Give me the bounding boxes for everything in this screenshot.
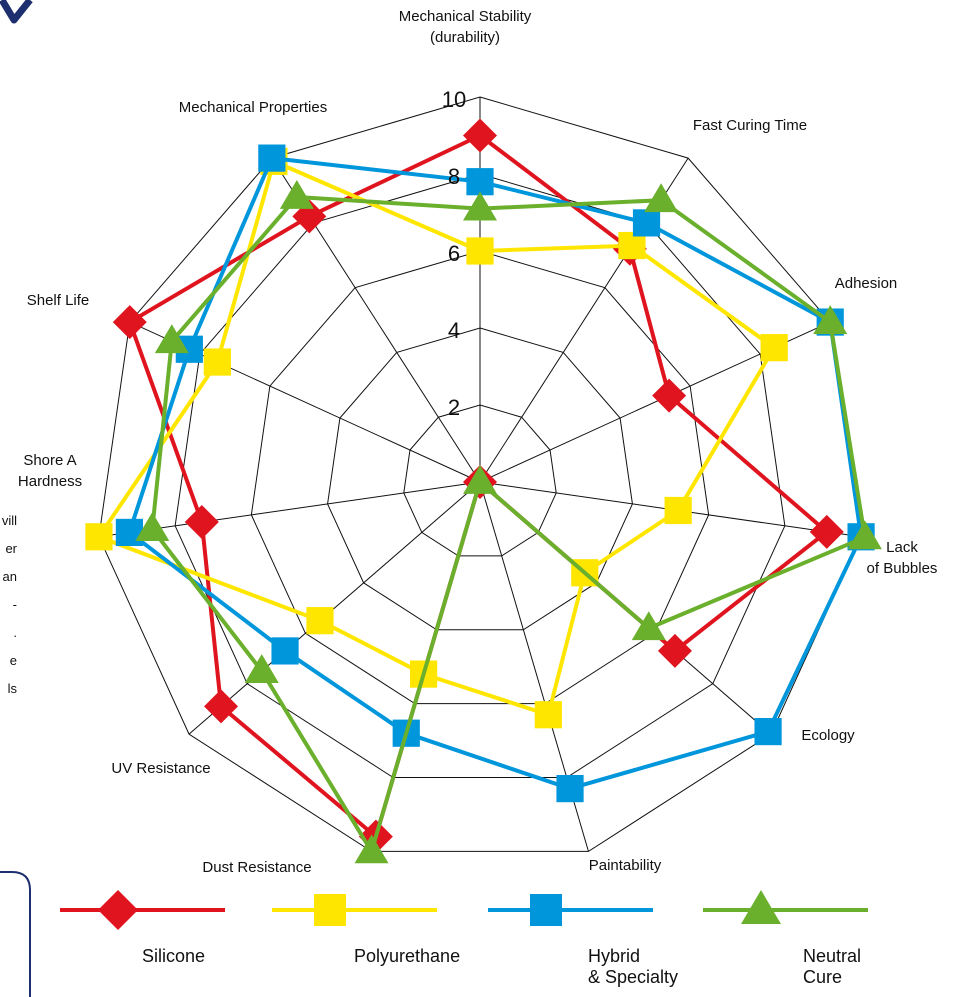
clipped-text-fragment: ls: [8, 681, 18, 696]
legend-label: Hybrid: [588, 946, 640, 966]
data-point-polyurethane: [760, 334, 788, 362]
legend-marker-hybrid-specialty: [530, 894, 562, 926]
axis-label-fast-curing-time: Fast Curing Time: [693, 117, 807, 134]
clipped-side-text: vill er an -. e ls: [2, 513, 18, 696]
axis-labels: Mechanical Stability (durability) Fast Cur…: [18, 8, 938, 876]
data-point-neutral-cure: [463, 191, 497, 221]
grid-spoke: [98, 481, 481, 538]
radial-ticks: 2 4 6 8 10: [442, 87, 466, 420]
grid-ring: [174, 173, 786, 779]
data-point-silicone: [463, 118, 497, 153]
clipped-text-fragment: -: [13, 597, 17, 612]
clipped-text-fragment: e: [10, 653, 17, 668]
data-point-polyurethane: [466, 237, 494, 265]
legend-label: Neutral: [803, 946, 861, 966]
data-point-neutral-cure: [279, 179, 314, 209]
data-point-neutral-cure: [135, 512, 170, 542]
data-point-neutral-cure: [244, 654, 279, 683]
tick-label: 4: [448, 318, 460, 343]
data-point-neutral-cure: [154, 324, 189, 354]
series-polyurethane: [85, 147, 788, 729]
data-point-hybrid-specialty: [466, 168, 494, 196]
legend-marker-polyurethane: [314, 894, 346, 926]
axis-label-ecology: Ecology: [801, 727, 855, 744]
data-point-neutral-cure: [354, 834, 389, 864]
clipped-text-fragment: vill: [2, 513, 17, 528]
clipped-text-fragment: an: [3, 569, 17, 584]
data-point-neutral-cure: [631, 611, 666, 641]
legend-item-hybrid-specialty: Hybrid& Specialty: [488, 894, 678, 987]
legend-label: Silicone: [142, 946, 205, 966]
tick-label: 2: [448, 395, 460, 420]
series-line-hybrid-specialty: [127, 156, 864, 791]
series-neutral-cure: [135, 179, 882, 864]
legend-label: Cure: [803, 967, 842, 987]
data-point-polyurethane: [306, 607, 334, 635]
header-fragment: [0, 0, 33, 24]
axis-label-uv-resistance: UV Resistance: [111, 760, 210, 777]
data-point-polyurethane: [618, 231, 646, 260]
legend-item-silicone: Silicone: [60, 890, 225, 966]
data-point-hybrid-specialty: [115, 518, 144, 547]
legend-marker-silicone: [98, 890, 138, 930]
axis-label-mechanical-properties: Mechanical Properties: [179, 99, 327, 116]
data-point-hybrid-specialty: [271, 637, 299, 665]
data-point-silicone: [112, 305, 147, 340]
tick-label: 10: [442, 87, 466, 112]
data-point-silicone: [184, 504, 219, 539]
series-line-neutral-cure: [150, 194, 867, 854]
grid-spoke: [188, 481, 481, 735]
data-point-polyurethane: [534, 701, 562, 729]
legend-marker-neutral-cure: [741, 890, 781, 924]
radar-series: [85, 118, 882, 864]
data-point-silicone: [204, 689, 239, 724]
legend-label: Polyurethane: [354, 946, 460, 966]
data-point-silicone: [657, 633, 692, 668]
axis-label-adhesion: Adhesion: [835, 275, 898, 292]
axis-label-mechanical-stability-durability: (durability): [430, 29, 500, 46]
data-point-silicone: [652, 378, 687, 413]
data-point-polyurethane: [664, 496, 692, 525]
axis-label-paintability: Paintability: [589, 857, 662, 874]
legend-label: & Specialty: [588, 967, 678, 987]
data-point-hybrid-specialty: [754, 718, 782, 746]
data-point-neutral-cure: [644, 183, 679, 213]
axis-label-dust-resistance: Dust Resistance: [202, 859, 311, 876]
legend: Silicone Polyurethane Hybrid& Specialty Neu…: [60, 890, 868, 987]
grid-ring: [98, 96, 862, 852]
data-point-neutral-cure: [813, 305, 848, 334]
data-point-polyurethane: [85, 523, 113, 551]
axis-label-shelf-life: Shelf Life: [27, 292, 90, 309]
data-point-silicone: [809, 514, 844, 549]
axis-label-mechanical-stability-durability: Mechanical Stability: [399, 8, 532, 25]
grid-ring: [403, 404, 557, 557]
data-point-hybrid-specialty: [556, 775, 584, 803]
data-point-neutral-cure: [463, 465, 497, 494]
info-box-corner: [0, 871, 31, 997]
axis-label-shore-a-hardness: Shore A: [23, 452, 76, 469]
clipped-text-fragment: er: [5, 541, 17, 556]
clipped-text-fragment: .: [13, 625, 17, 640]
legend-item-polyurethane: Polyurethane: [272, 894, 460, 966]
tick-label: 8: [448, 164, 460, 189]
series-line-polyurethane: [96, 159, 777, 717]
data-point-hybrid-specialty: [632, 209, 661, 237]
data-point-neutral-cure: [847, 520, 882, 550]
axis-label-shore-a-hardness: Hardness: [18, 473, 82, 490]
grid-ring: [327, 327, 633, 631]
data-point-polyurethane: [203, 348, 231, 376]
clipped-logo-stroke: [0, 0, 33, 24]
data-point-hybrid-specialty: [258, 144, 286, 172]
axis-label-lack-of-bubbles: Lack: [886, 539, 918, 556]
tick-label: 6: [448, 241, 460, 266]
axis-label-lack-of-bubbles: of Bubbles: [867, 560, 938, 577]
grid-ring: [250, 250, 710, 705]
